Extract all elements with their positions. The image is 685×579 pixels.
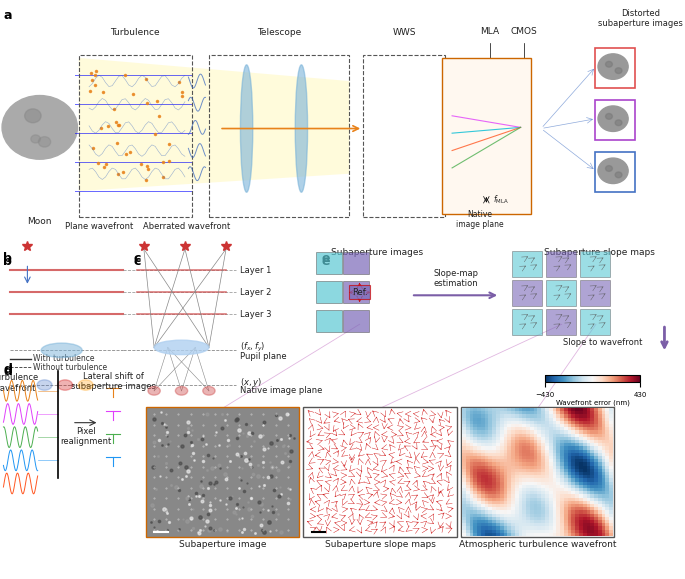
Ellipse shape: [41, 343, 82, 357]
Text: Turbulence
wavefront: Turbulence wavefront: [0, 373, 38, 393]
FancyBboxPatch shape: [316, 252, 342, 274]
Ellipse shape: [295, 65, 308, 192]
Circle shape: [598, 158, 628, 184]
Circle shape: [615, 68, 622, 74]
Circle shape: [25, 109, 41, 123]
Text: WWS: WWS: [393, 28, 416, 37]
X-axis label: Wavefront error (nm): Wavefront error (nm): [556, 400, 630, 406]
Text: Slope to wavefront: Slope to wavefront: [563, 338, 643, 347]
Text: $f_\mathrm{MLA}$: $f_\mathrm{MLA}$: [493, 193, 509, 206]
Text: Native image plane: Native image plane: [240, 386, 322, 395]
Text: Ref.: Ref.: [352, 288, 367, 297]
Text: a: a: [3, 9, 12, 21]
Text: d: d: [3, 363, 12, 376]
Text: Native
image plane: Native image plane: [456, 210, 503, 229]
FancyBboxPatch shape: [343, 252, 369, 274]
Text: Subaperture images: Subaperture images: [331, 248, 423, 257]
FancyBboxPatch shape: [461, 407, 614, 537]
Text: Layer 2: Layer 2: [240, 288, 271, 297]
Circle shape: [38, 137, 51, 147]
Text: Layer 3: Layer 3: [240, 310, 271, 319]
Text: Layer 1: Layer 1: [240, 266, 271, 275]
FancyBboxPatch shape: [316, 310, 342, 332]
Text: Subaperture slope maps: Subaperture slope maps: [544, 248, 655, 257]
Text: e: e: [322, 252, 330, 265]
Text: Slope-map
estimation: Slope-map estimation: [433, 269, 478, 288]
Text: Distorted
subaperture images: Distorted subaperture images: [598, 9, 683, 28]
Text: Plane wavefront: Plane wavefront: [65, 222, 134, 231]
Text: Aberrated wavefront: Aberrated wavefront: [142, 222, 230, 231]
Text: CMOS: CMOS: [510, 27, 538, 36]
Circle shape: [598, 54, 628, 79]
Circle shape: [606, 113, 612, 119]
Text: Lateral shift of
subaperture images: Lateral shift of subaperture images: [71, 372, 155, 391]
Polygon shape: [79, 58, 349, 191]
FancyBboxPatch shape: [316, 281, 342, 303]
Text: $(x, y)$: $(x, y)$: [240, 376, 262, 389]
FancyBboxPatch shape: [580, 251, 610, 277]
Ellipse shape: [37, 380, 52, 390]
Ellipse shape: [148, 387, 160, 395]
Text: Pupil plane: Pupil plane: [240, 352, 286, 361]
Ellipse shape: [154, 340, 209, 354]
Text: Subaperture image: Subaperture image: [179, 540, 266, 549]
Text: MLA: MLA: [480, 27, 499, 36]
FancyBboxPatch shape: [580, 309, 610, 335]
Text: With turbulence: With turbulence: [33, 354, 95, 364]
Ellipse shape: [78, 380, 93, 390]
FancyBboxPatch shape: [546, 280, 576, 306]
FancyBboxPatch shape: [580, 280, 610, 306]
Text: b: b: [3, 255, 12, 267]
Ellipse shape: [240, 65, 253, 192]
FancyBboxPatch shape: [343, 310, 369, 332]
Text: c: c: [134, 252, 141, 265]
Text: b: b: [3, 252, 12, 265]
Text: c: c: [134, 255, 141, 267]
Text: Atmospheric turbulence wavefront: Atmospheric turbulence wavefront: [459, 540, 616, 549]
Circle shape: [2, 96, 77, 159]
Ellipse shape: [58, 380, 73, 390]
Ellipse shape: [175, 387, 188, 395]
Circle shape: [598, 106, 628, 131]
Text: Pixel
realignment: Pixel realignment: [60, 427, 111, 446]
Text: Without turbulence: Without turbulence: [33, 362, 107, 372]
Text: Moon: Moon: [27, 217, 52, 226]
FancyBboxPatch shape: [546, 251, 576, 277]
FancyBboxPatch shape: [442, 58, 531, 214]
FancyBboxPatch shape: [303, 407, 457, 537]
FancyBboxPatch shape: [146, 407, 299, 537]
Text: Subaperture slope maps: Subaperture slope maps: [325, 540, 436, 549]
Circle shape: [606, 61, 612, 67]
Ellipse shape: [203, 387, 215, 395]
FancyBboxPatch shape: [343, 281, 369, 303]
Circle shape: [31, 135, 40, 143]
Text: Telescope: Telescope: [258, 28, 301, 37]
Text: d: d: [3, 365, 12, 378]
Circle shape: [615, 172, 622, 178]
Text: Turbulence: Turbulence: [110, 28, 160, 37]
FancyBboxPatch shape: [546, 309, 576, 335]
FancyBboxPatch shape: [512, 309, 542, 335]
Circle shape: [615, 120, 622, 126]
FancyBboxPatch shape: [512, 280, 542, 306]
Circle shape: [606, 166, 612, 171]
Text: $(f_x, f_y)$: $(f_x, f_y)$: [240, 341, 265, 354]
Text: e: e: [322, 255, 330, 267]
FancyBboxPatch shape: [512, 251, 542, 277]
